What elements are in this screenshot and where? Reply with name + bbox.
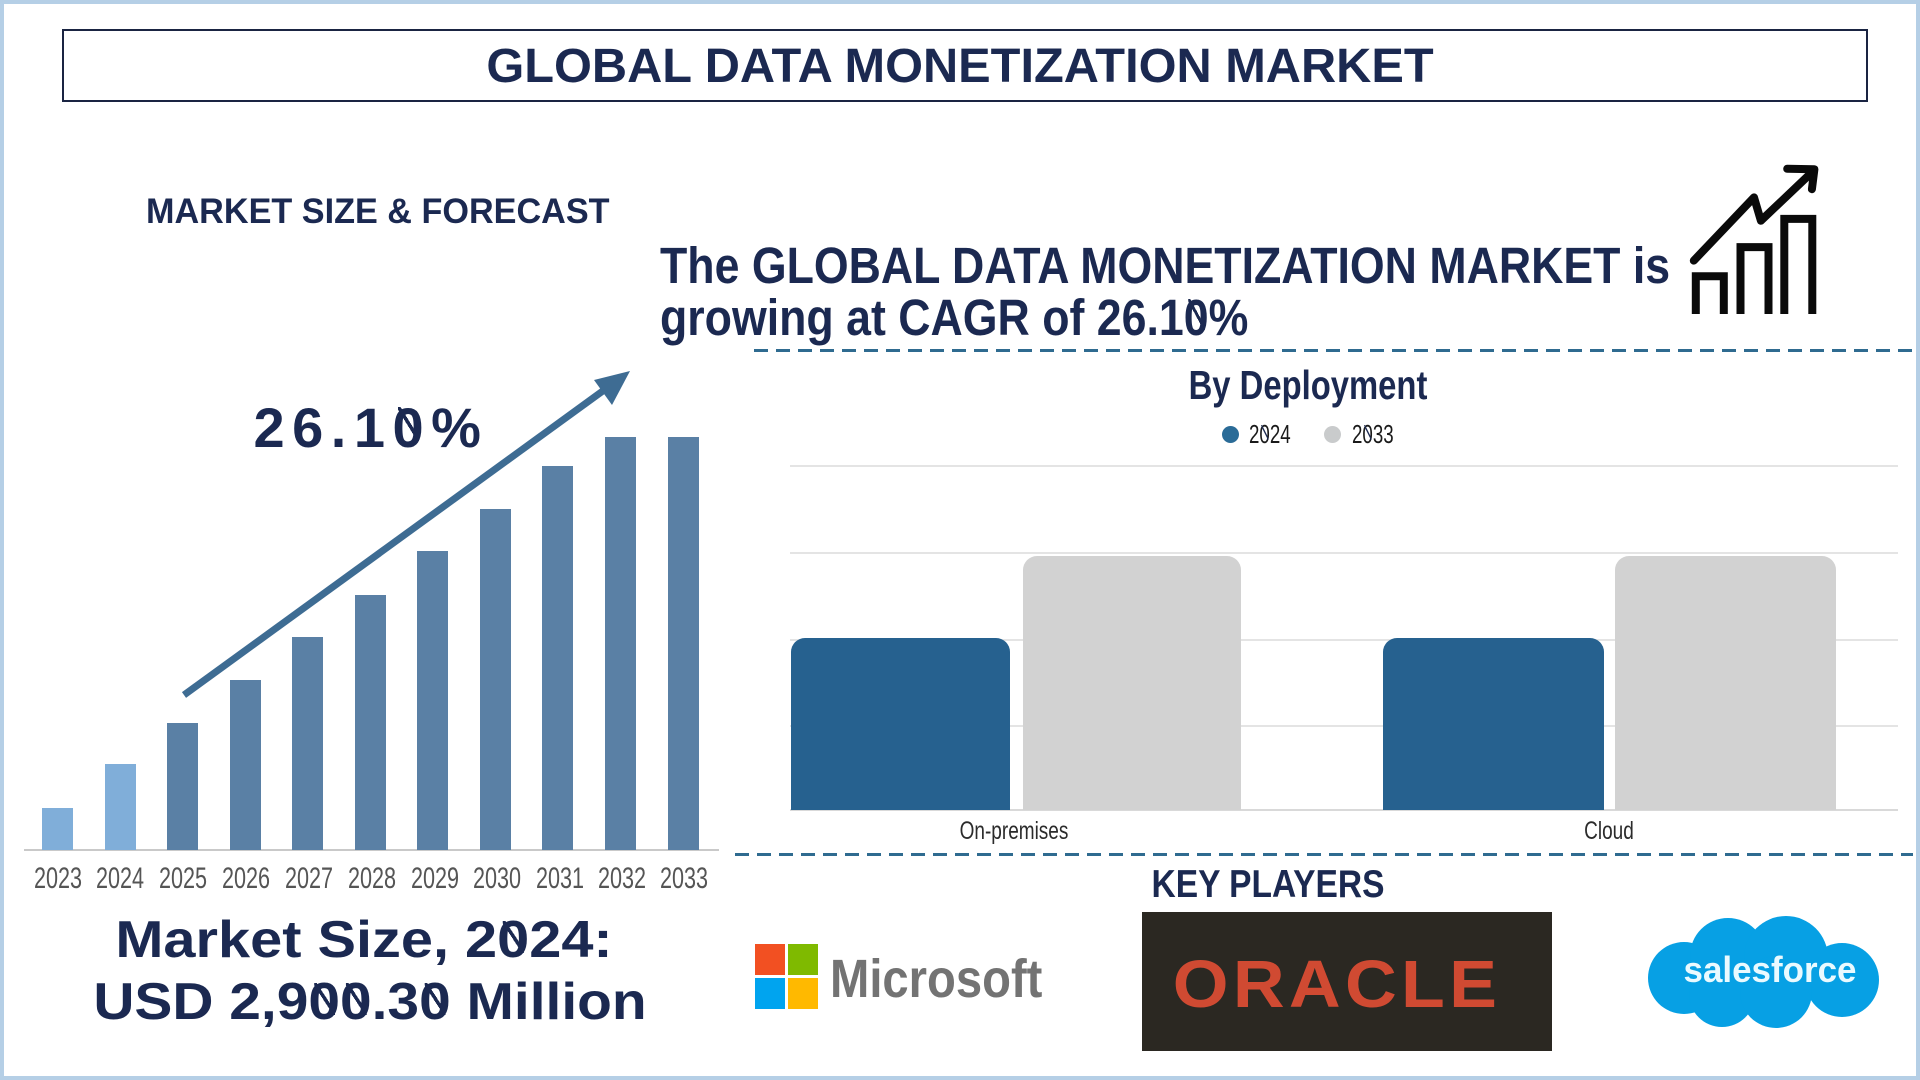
svg-text:salesforce: salesforce	[1684, 949, 1857, 990]
